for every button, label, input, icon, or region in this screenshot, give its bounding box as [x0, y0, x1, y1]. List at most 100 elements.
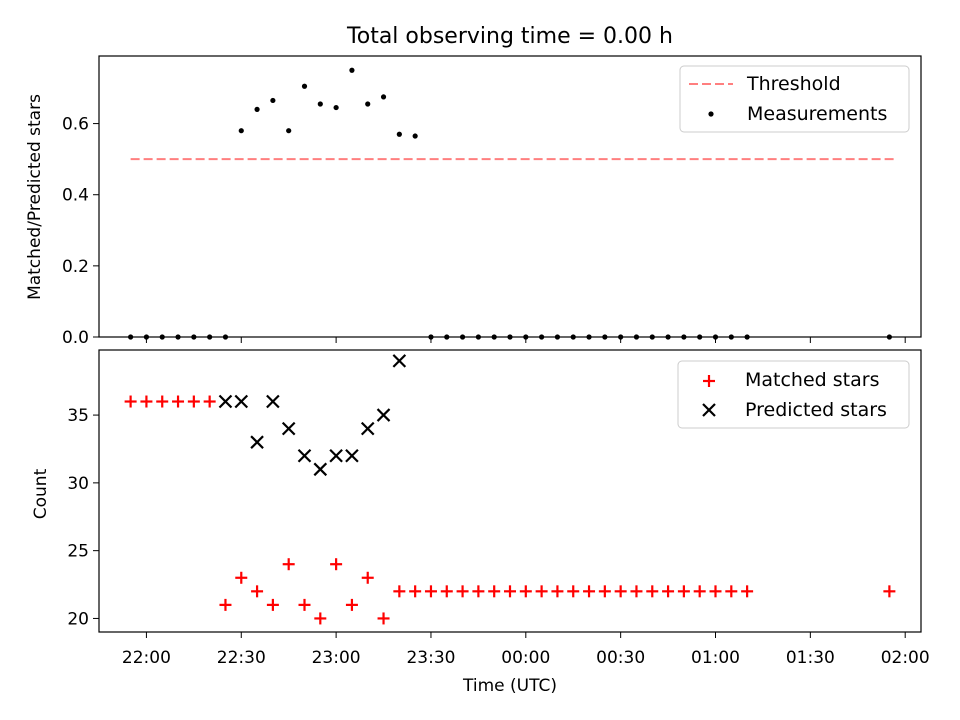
legend-measurements-swatch — [708, 111, 714, 117]
matched-star-marker — [140, 395, 153, 408]
legend-matched-swatch — [703, 375, 715, 387]
matched-star-marker — [203, 395, 216, 408]
bottom-y-axis-label: Count — [31, 468, 51, 519]
matched-star-marker — [535, 585, 548, 598]
matched-star-marker — [567, 585, 580, 598]
matched-star-marker — [345, 598, 358, 611]
matched-star-marker — [187, 395, 200, 408]
top-legend-box — [679, 65, 910, 133]
measurement-point — [254, 106, 260, 112]
matched-star-marker — [630, 585, 643, 598]
x-tick-label: 23:00 — [312, 648, 361, 668]
x-tick-label: 22:30 — [217, 648, 266, 668]
measurement-point — [365, 101, 371, 107]
top-legend: Threshold Measurements — [679, 65, 910, 133]
predicted-star-marker — [345, 448, 359, 463]
matched-star-marker — [393, 585, 406, 598]
measurement-point — [396, 131, 402, 137]
bottom-y-tick-label: 35 — [67, 406, 89, 426]
measurement-point — [412, 133, 418, 139]
matched-star-marker — [266, 598, 279, 611]
matched-star-marker — [156, 395, 169, 408]
predicted-star-marker — [234, 394, 249, 409]
legend-measurements-label: Measurements — [747, 103, 887, 125]
predicted-star-marker — [250, 435, 264, 449]
matched-star-marker — [298, 598, 311, 611]
top-y-tick-label: 0.4 — [62, 186, 89, 206]
measurement-point — [349, 67, 355, 73]
matched-star-marker — [409, 585, 422, 598]
matched-star-marker — [472, 585, 485, 598]
x-tick-label: 00:00 — [501, 648, 550, 668]
legend-predicted-label: Predicted stars — [745, 399, 887, 421]
predicted-star-marker — [313, 462, 328, 477]
matched-star-marker — [614, 585, 627, 598]
matched-star-marker — [662, 585, 675, 598]
matched-star-marker — [598, 585, 611, 598]
legend-threshold-label: Threshold — [746, 73, 841, 95]
top-y-tick-label: 0.2 — [62, 257, 89, 277]
x-tick-label: 02:00 — [881, 648, 930, 668]
bottom-plot-area: 20 25 30 35 22:00 22:30 23:00 23:30 00:00 00:30 01… — [67, 354, 930, 668]
measurement-point — [270, 97, 276, 104]
bottom-panel: 20 25 30 35 22:00 22:30 23:00 23:30 00:00 00:30 01… — [31, 349, 930, 696]
matched-star-marker — [330, 558, 343, 571]
legend-matched-label: Matched stars — [745, 369, 879, 391]
matched-star-marker — [456, 585, 469, 598]
measurement-point — [333, 104, 339, 111]
matched-star-marker — [583, 585, 596, 598]
figure-title: Total observing time = 0.00 h — [346, 24, 673, 49]
top-plot-area: 0.0 0.2 0.4 0.6 — [62, 67, 906, 348]
predicted-star-marker — [329, 448, 343, 463]
measurement-point — [301, 83, 308, 89]
x-tick-label: 23:30 — [406, 648, 455, 668]
top-axes-frame — [98, 55, 922, 338]
matched-star-marker — [424, 585, 437, 598]
top-y-tick-label: 0.0 — [62, 328, 89, 348]
matched-star-marker — [377, 612, 390, 625]
matched-star-marker — [251, 585, 264, 598]
matched-star-marker — [235, 571, 248, 584]
matched-star-marker — [219, 598, 232, 611]
measurement-point — [238, 128, 244, 134]
bottom-legend-box — [677, 360, 910, 429]
matched-star-marker — [725, 585, 738, 598]
matched-star-marker — [314, 612, 327, 625]
measurement-point — [380, 94, 387, 100]
predicted-star-marker — [360, 421, 375, 436]
legend-predicted-swatch — [702, 403, 716, 417]
top-y-tick-label: 0.6 — [62, 115, 89, 135]
matched-star-marker — [440, 585, 453, 598]
matched-star-marker — [361, 571, 374, 584]
matched-star-marker — [741, 585, 754, 598]
matched-star-marker — [172, 395, 185, 408]
bottom-legend: Matched stars Predicted stars — [677, 360, 910, 429]
matched-star-marker — [693, 585, 706, 598]
x-axis-label: Time (UTC) — [462, 676, 557, 696]
measurement-point — [286, 128, 292, 134]
top-panel: 0.0 0.2 0.4 0.6 Matched/Predicted stars Thr… — [25, 55, 922, 348]
bottom-y-tick-label: 30 — [67, 474, 89, 494]
x-tick-label: 01:30 — [786, 648, 835, 668]
matched-star-marker — [646, 585, 659, 598]
x-tick-label: 22:00 — [122, 648, 171, 668]
predicted-star-marker — [266, 394, 280, 409]
matched-star-marker — [519, 585, 532, 598]
predicted-star-marker — [392, 354, 407, 368]
predicted-star-marker — [218, 394, 233, 409]
matched-star-marker — [551, 585, 564, 598]
measurement-point — [317, 101, 323, 107]
x-tick-label: 01:00 — [691, 648, 740, 668]
matched-star-marker — [883, 585, 896, 598]
bottom-axes-frame — [98, 349, 922, 633]
bottom-y-tick-label: 20 — [67, 609, 89, 629]
predicted-star-marker — [281, 421, 296, 436]
matched-star-marker — [124, 395, 137, 408]
bottom-y-tick-label: 25 — [67, 542, 89, 562]
matched-star-marker — [709, 585, 722, 598]
matched-star-marker — [488, 585, 501, 598]
x-tick-label: 00:30 — [596, 648, 645, 668]
matched-star-marker — [282, 558, 295, 571]
predicted-star-marker — [376, 408, 391, 422]
matched-star-marker — [677, 585, 690, 598]
